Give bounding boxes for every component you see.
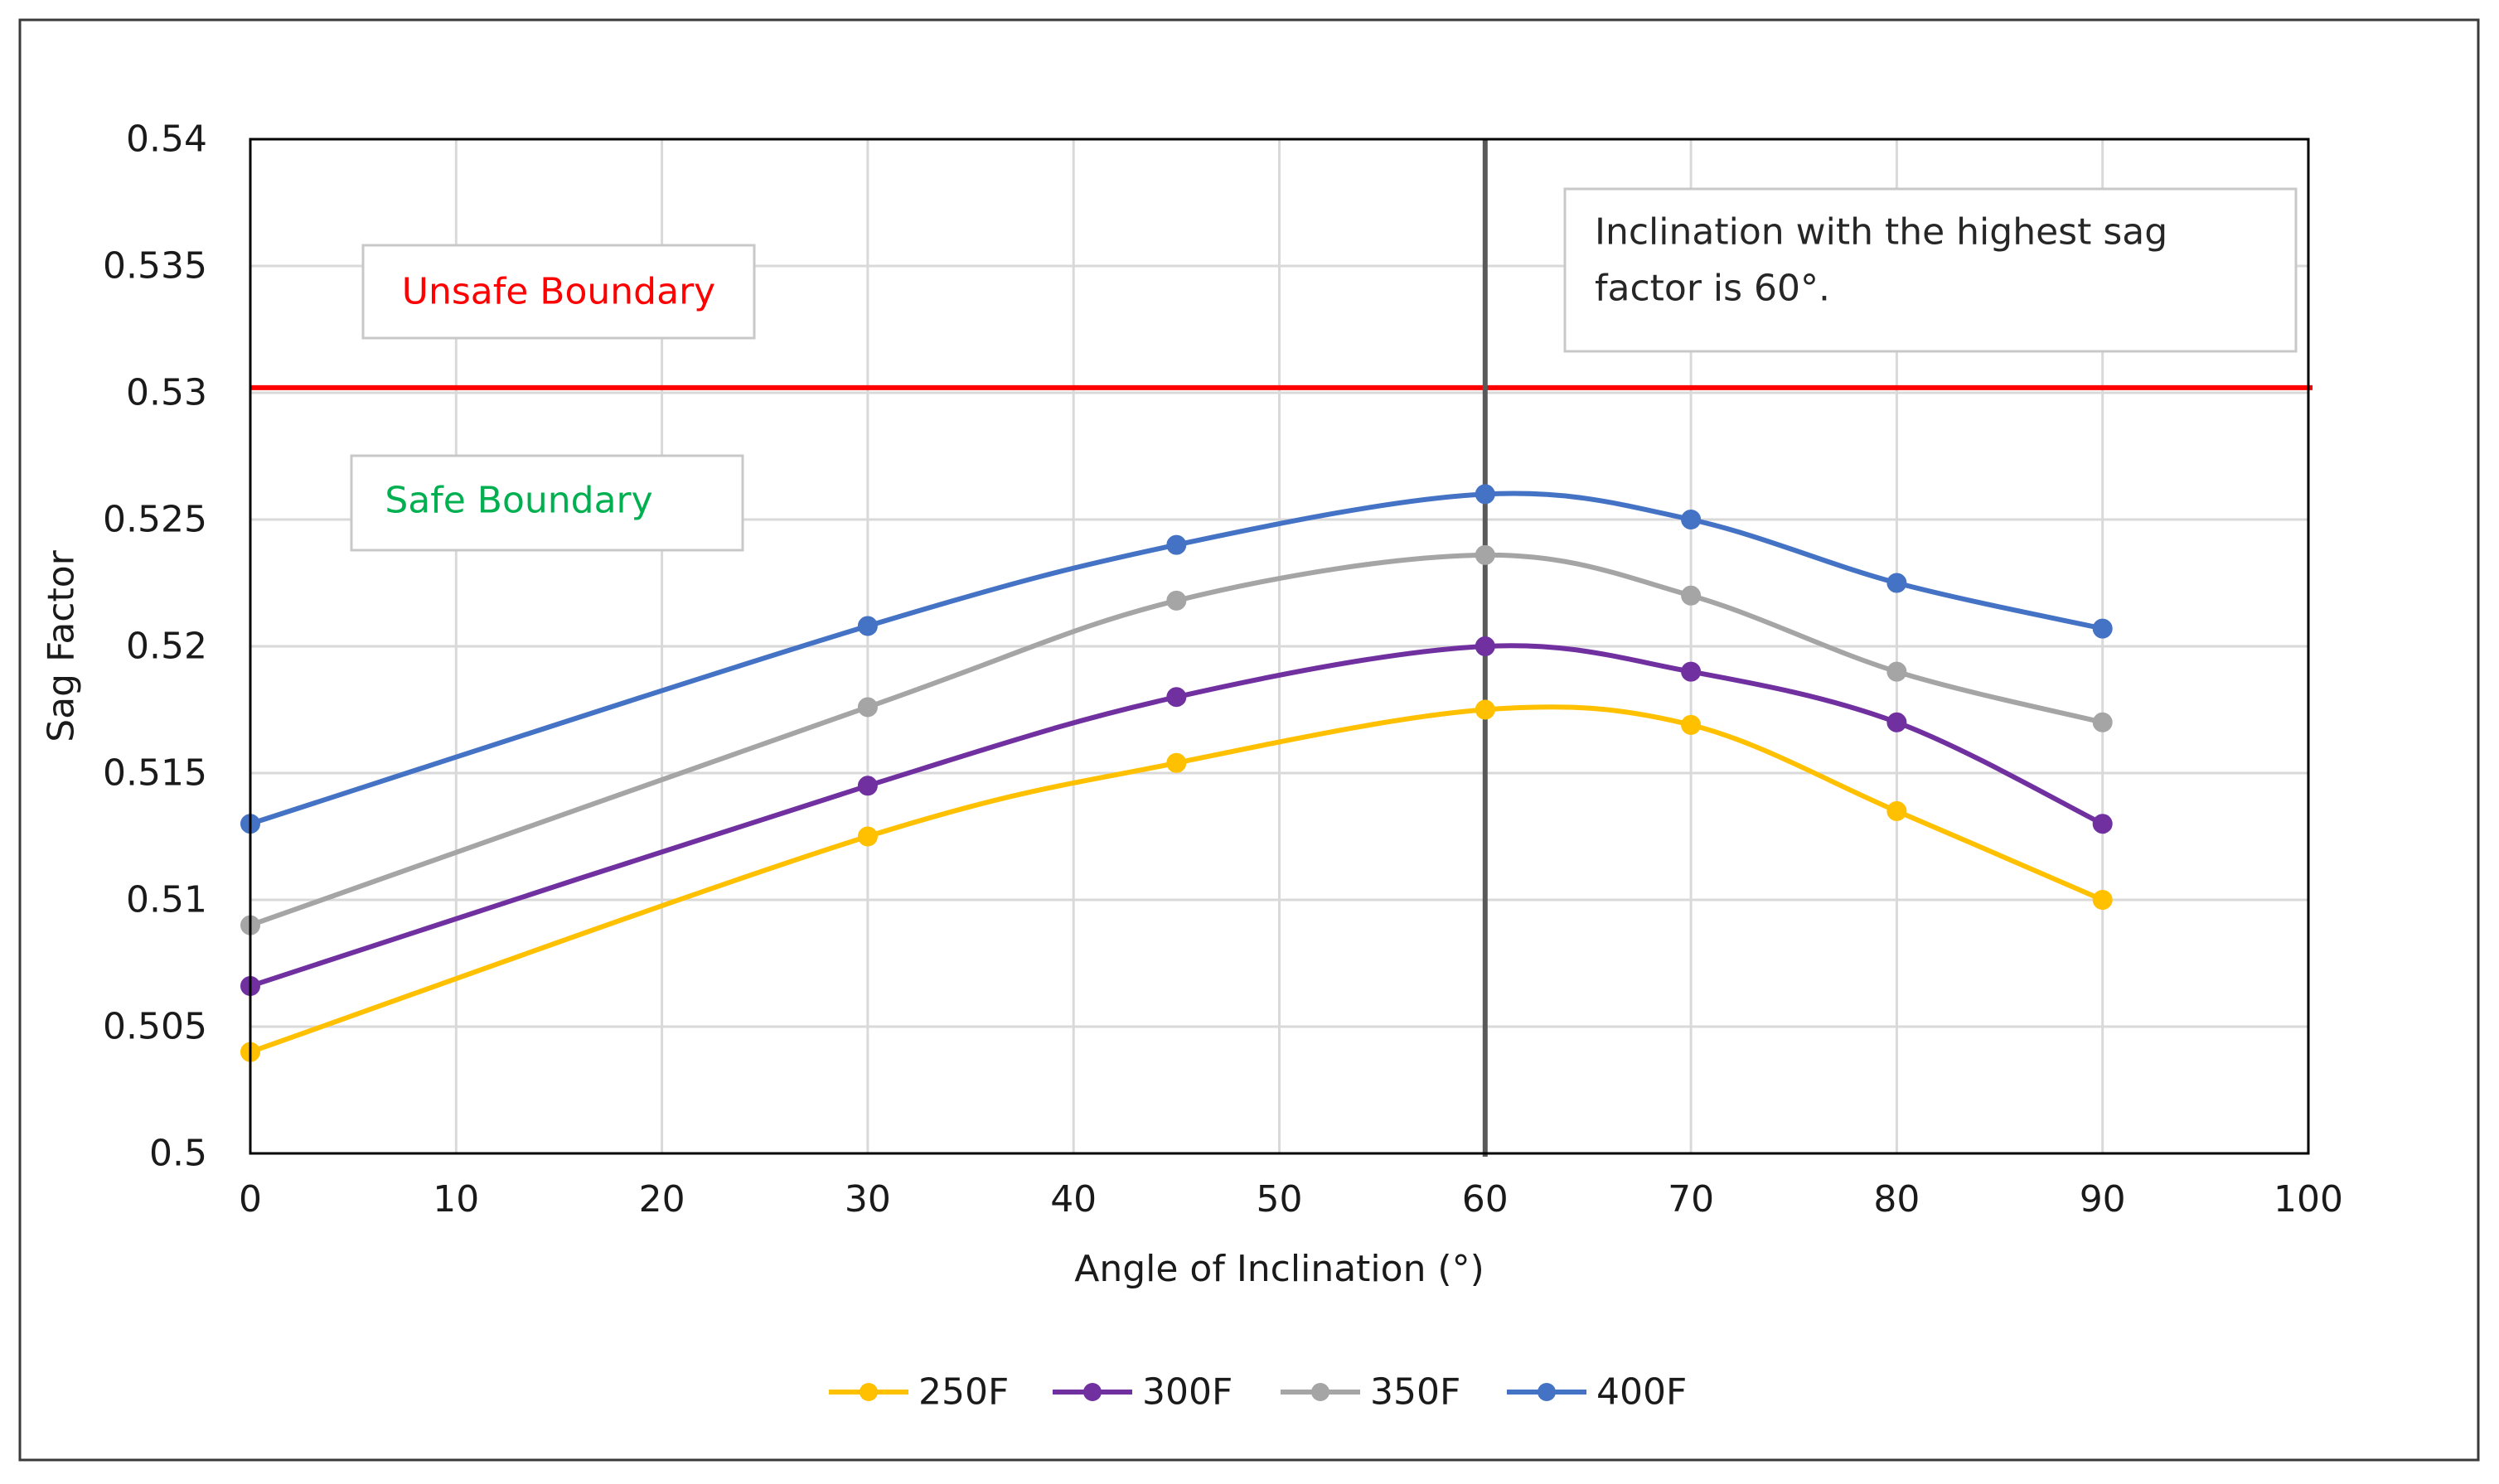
- legend-entry-350F: 350F: [1281, 1371, 1460, 1414]
- data-point: [1475, 544, 1495, 565]
- data-point: [1166, 752, 1187, 773]
- y-tick-label: 0.525: [103, 499, 207, 541]
- unsafe-boundary-label: Unsafe Boundary: [402, 271, 715, 313]
- legend-label: 250F: [918, 1371, 1009, 1414]
- legend-label: 400F: [1596, 1371, 1687, 1414]
- safe-boundary-box: [350, 454, 744, 552]
- y-tick-label: 0.5: [149, 1133, 207, 1175]
- axis-layer: 0 10 20 30 40 50 60 70 80 90 100 0.5 0.505 0.51 0.515 0…: [41, 118, 2343, 1291]
- data-point: [2092, 712, 2113, 732]
- data-point: [857, 616, 878, 636]
- x-tick-label: 40: [1050, 1178, 1097, 1221]
- y-tick-label: 0.54: [126, 118, 207, 161]
- data-point: [857, 776, 878, 796]
- series-line: [249, 552, 2104, 928]
- data-point: [1475, 636, 1495, 656]
- x-tick-label: 80: [1873, 1178, 1920, 1221]
- data-point: [1886, 712, 1907, 732]
- series-line: [249, 643, 2104, 989]
- data-point: [857, 697, 878, 718]
- series-layer: [240, 484, 2113, 1062]
- data-point: [1681, 661, 1702, 682]
- data-point: [857, 826, 878, 847]
- y-tick-label: 0.535: [103, 245, 207, 288]
- data-point: [2092, 814, 2113, 834]
- data-point: [2092, 618, 2113, 639]
- legend-label: 300F: [1142, 1371, 1233, 1414]
- data-point: [1681, 585, 1702, 606]
- y-axis-title: Sag Factor: [41, 549, 83, 742]
- x-tick-label: 70: [1668, 1178, 1714, 1221]
- data-point: [1886, 800, 1907, 821]
- legend-swatch-marker: [860, 1383, 878, 1401]
- safe-boundary-label: Safe Boundary: [385, 480, 652, 522]
- y-tick-label: 0.53: [126, 372, 207, 414]
- x-tick-label: 0: [239, 1178, 262, 1221]
- data-point: [1681, 510, 1702, 529]
- series-400F: [240, 484, 2113, 834]
- y-tick-label: 0.505: [103, 1006, 207, 1048]
- y-tick-label: 0.515: [103, 752, 207, 795]
- data-point: [1166, 534, 1187, 555]
- legend-swatch-marker: [1311, 1383, 1329, 1401]
- unsafe-boundary-box: [361, 244, 756, 340]
- highest-sag-note-line: factor is 60°.: [1595, 268, 1830, 310]
- y-tick-label: 0.51: [126, 879, 207, 921]
- legend-entry-250F: 250F: [829, 1371, 1009, 1414]
- highest-sag-note: Inclination with the highest sag factor …: [1563, 187, 2298, 353]
- x-tick-label: 10: [433, 1178, 479, 1221]
- highest-sag-note-box: [1563, 187, 2298, 353]
- data-point: [1475, 699, 1495, 720]
- unsafe-boundary-annotation: Unsafe Boundary: [361, 244, 756, 340]
- legend-entry-400F: 400F: [1507, 1371, 1687, 1414]
- x-axis-title: Angle of Inclination (°): [1074, 1248, 1484, 1290]
- plot-area-frame: [249, 138, 2310, 1155]
- series-line: [249, 491, 2104, 827]
- x-tick-label: 50: [1257, 1178, 1303, 1221]
- data-point: [2092, 890, 2113, 910]
- legend-swatch-marker: [1538, 1383, 1556, 1401]
- data-point: [1681, 714, 1702, 735]
- x-tick-label: 30: [845, 1178, 891, 1221]
- legend: 250F 300F 350F 400F: [829, 1371, 1687, 1414]
- series-250F: [240, 699, 2113, 1062]
- data-point: [1886, 661, 1907, 682]
- y-tick-label: 0.52: [126, 626, 207, 668]
- legend-swatch-marker: [1083, 1383, 1102, 1401]
- safe-boundary-annotation: Safe Boundary: [350, 454, 744, 552]
- legend-label: 350F: [1370, 1371, 1460, 1414]
- highest-sag-note-line: Inclination with the highest sag: [1595, 211, 2167, 254]
- x-tick-label: 60: [1462, 1178, 1509, 1221]
- series-350F: [240, 544, 2113, 935]
- x-tick-label: 90: [2080, 1178, 2126, 1221]
- legend-entry-300F: 300F: [1053, 1371, 1233, 1414]
- data-point: [1886, 573, 1907, 593]
- data-point: [1475, 484, 1495, 505]
- data-point: [1166, 590, 1187, 611]
- x-tick-label: 100: [2274, 1178, 2343, 1221]
- series-line: [249, 704, 2104, 1055]
- data-point: [1166, 687, 1187, 708]
- x-tick-label: 20: [639, 1178, 685, 1221]
